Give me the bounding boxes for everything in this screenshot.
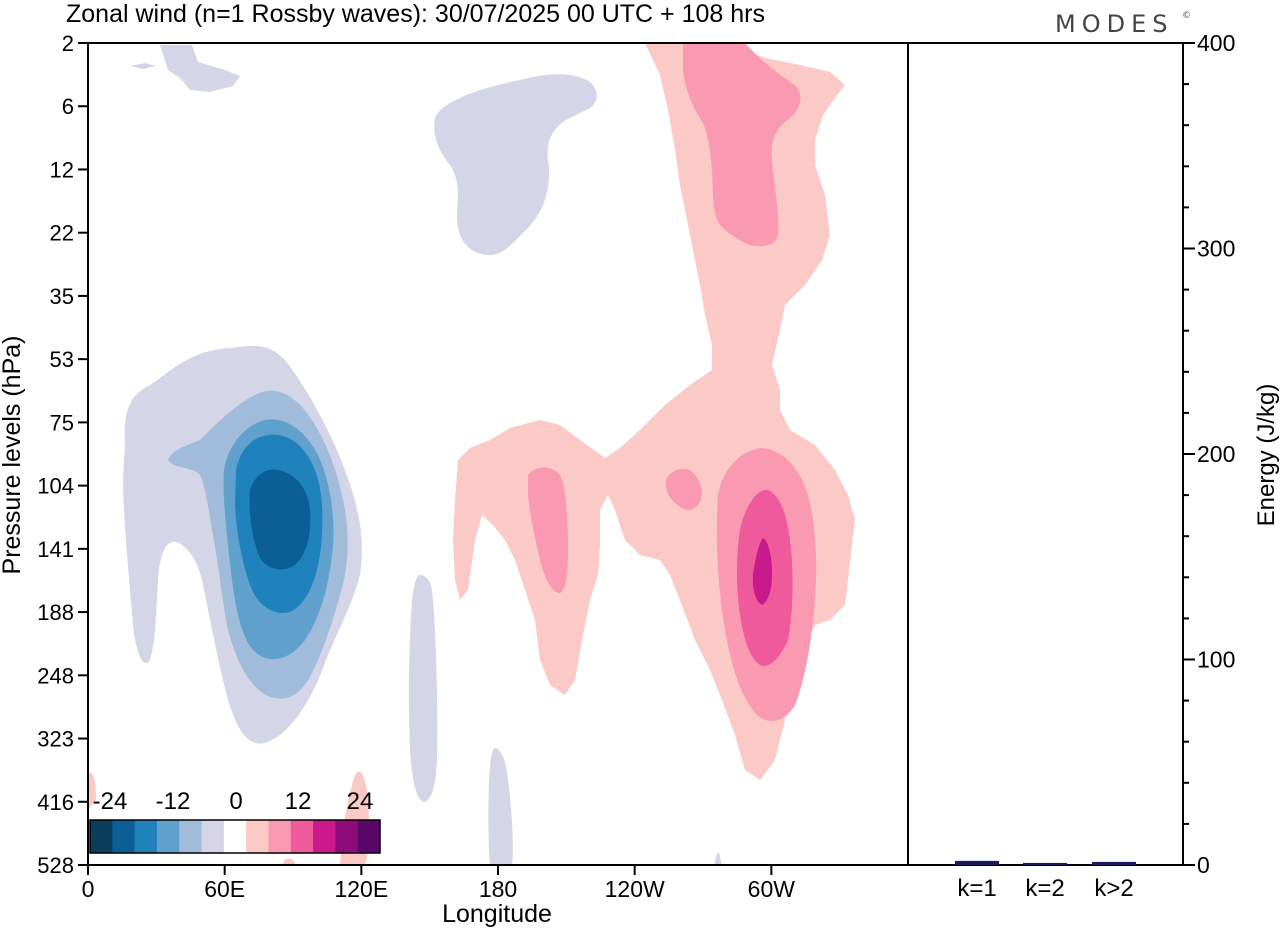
pos-contour-4-bottom-speck bbox=[282, 858, 297, 865]
colorbar-swatch bbox=[134, 820, 158, 853]
energy-bars bbox=[955, 860, 1136, 865]
energy-panel-frame bbox=[907, 42, 1184, 866]
energy-category-label: k=2 bbox=[1025, 875, 1064, 902]
energy-category-label: k>2 bbox=[1094, 875, 1133, 902]
colorbar-swatch bbox=[290, 820, 314, 853]
neg-blob-tiny-left bbox=[130, 63, 156, 69]
colorbar-frame bbox=[89, 819, 381, 854]
energy-axis-title: Energy (J/kg) bbox=[1253, 384, 1280, 527]
x-tick-label: 180 bbox=[479, 876, 517, 902]
colorbar-swatch bbox=[156, 820, 180, 853]
energy-tick-label: 200 bbox=[1197, 441, 1235, 467]
energy-tick-label: 400 bbox=[1197, 30, 1235, 56]
colorbar-swatch bbox=[223, 820, 247, 853]
colorbar-swatch bbox=[90, 820, 113, 853]
pos-contour-8-small bbox=[665, 468, 702, 510]
colorbar-swatch bbox=[357, 820, 381, 853]
energy-bar bbox=[1023, 862, 1067, 865]
y-tick-label: 323 bbox=[37, 727, 74, 752]
neg-sliver-180 bbox=[488, 748, 513, 865]
y-tick-label: 12 bbox=[50, 157, 74, 182]
colorbar-label: 12 bbox=[285, 788, 312, 815]
colorbar-swatch bbox=[112, 820, 136, 853]
energy-tick-label: 0 bbox=[1197, 852, 1210, 878]
colorbar-label: 24 bbox=[347, 788, 374, 815]
y-axis-title: Pressure levels (hPa) bbox=[0, 336, 26, 575]
brand-mark: © bbox=[1182, 11, 1197, 21]
colorbar-swatch bbox=[335, 820, 359, 853]
x-tick-label: 60W bbox=[748, 876, 796, 902]
energy-tick-label: 300 bbox=[1197, 236, 1235, 262]
chart-title: Zonal wind (n=1 Rossby waves): 30/07/202… bbox=[66, 0, 765, 28]
energy-bar bbox=[1092, 861, 1136, 865]
brand-logo: MODES bbox=[1055, 10, 1173, 38]
neg-blob-top-left bbox=[160, 45, 240, 92]
colorbar-label: -12 bbox=[156, 788, 191, 815]
colorbar-swatch bbox=[246, 820, 269, 853]
colorbar-labels: -24 -12 0 12 24 bbox=[93, 788, 374, 815]
pos-contour-4-edge bbox=[88, 772, 96, 810]
energy-bar bbox=[955, 860, 999, 865]
energy-category-label: k=1 bbox=[957, 875, 996, 902]
pos-contour-8-mid bbox=[528, 467, 568, 593]
y-tick-label: 104 bbox=[37, 474, 74, 499]
colorbar-swatch bbox=[201, 820, 225, 853]
y-tick-label: 35 bbox=[50, 284, 74, 309]
x-axis: 0 60E 120E 180 120W 60W bbox=[82, 865, 796, 902]
neg-contour-20 bbox=[249, 469, 311, 570]
x-tick-label: 0 bbox=[82, 876, 95, 902]
y-tick-label: 416 bbox=[37, 790, 74, 815]
colorbar-swatch bbox=[313, 820, 336, 853]
neg-speck bbox=[714, 852, 722, 865]
y-tick-label: 2 bbox=[62, 31, 74, 56]
neg-sliver-150w bbox=[408, 575, 438, 802]
y-tick-label: 188 bbox=[37, 600, 74, 625]
y-tick-label: 22 bbox=[50, 221, 74, 246]
energy-axis: 0 100 200 300 400 bbox=[1183, 30, 1235, 878]
contour-field bbox=[88, 43, 855, 865]
colorbar-label: 0 bbox=[229, 788, 242, 815]
colorbar-swatch bbox=[268, 820, 292, 853]
neg-blob-stratosphere bbox=[434, 74, 597, 255]
y-tick-label: 53 bbox=[50, 347, 74, 372]
y-tick-label: 75 bbox=[50, 410, 74, 435]
x-tick-label: 120W bbox=[605, 876, 665, 902]
pos-contour-16 bbox=[752, 538, 772, 605]
x-tick-label: 60E bbox=[204, 876, 245, 902]
colorbar bbox=[89, 819, 381, 854]
x-axis-title: Longitude bbox=[442, 900, 552, 928]
energy-tick-label: 100 bbox=[1197, 647, 1235, 673]
colorbar-swatch bbox=[179, 820, 203, 853]
pos-contour-8-upper bbox=[683, 43, 801, 247]
y-tick-label: 528 bbox=[37, 853, 74, 878]
x-tick-label: 120E bbox=[334, 876, 388, 902]
y-tick-label: 141 bbox=[37, 537, 74, 562]
y-axis: 2 6 12 22 35 53 75 104 141 188 248 323 416 528 bbox=[37, 31, 88, 878]
y-tick-label: 6 bbox=[62, 94, 74, 119]
colorbar-label: -24 bbox=[93, 788, 128, 815]
y-tick-label: 248 bbox=[37, 663, 74, 688]
